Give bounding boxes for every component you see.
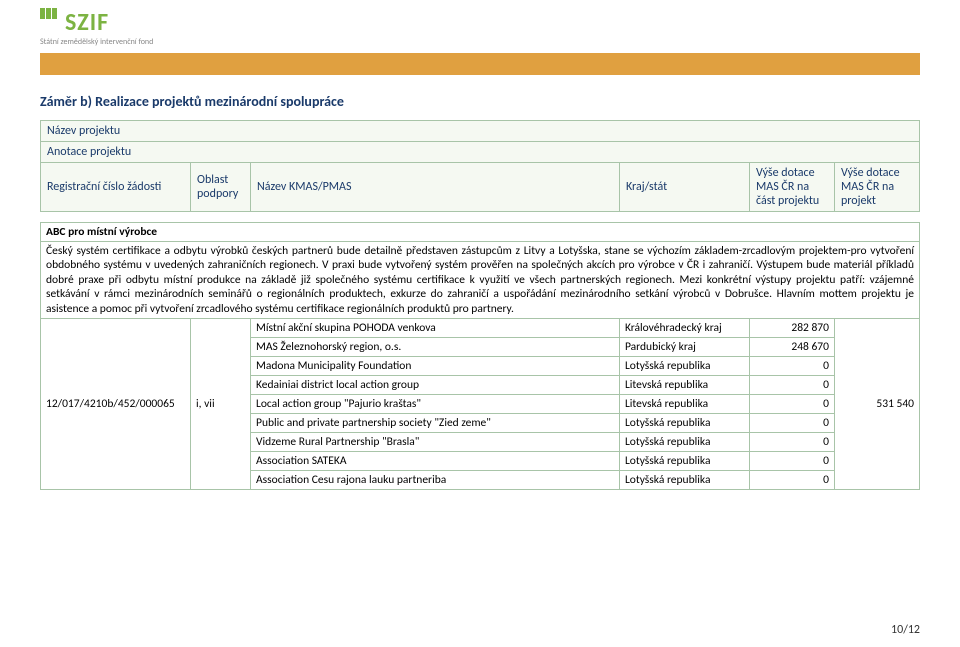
- partner-region: Litevská republika: [619, 375, 749, 394]
- hdr-kmas: Název KMAS/PMAS: [251, 163, 620, 212]
- partner-amount: 0: [749, 470, 834, 489]
- page-number: 10/12: [891, 623, 920, 637]
- partner-name: Public and private partnership society "…: [251, 413, 620, 432]
- project-title: ABC pro místní výrobce: [41, 223, 920, 242]
- partner-amount: 0: [749, 413, 834, 432]
- partner-name: MAS Železnohorský region, o.s.: [251, 337, 620, 356]
- project-data-table: ABC pro místní výrobce Český systém cert…: [40, 222, 920, 490]
- logo-marks-icon: [40, 8, 58, 23]
- hdr-reg-no: Registrační číslo žádosti: [41, 163, 191, 212]
- orange-divider-bar: [40, 53, 920, 75]
- partner-region: Lotyšská republika: [619, 470, 749, 489]
- partner-region: Pardubický kraj: [619, 337, 749, 356]
- partner-name: Místní akční skupina POHODA venkova: [251, 318, 620, 337]
- partner-amount: 0: [749, 375, 834, 394]
- partner-region: Lotyšská republika: [619, 432, 749, 451]
- logo-text: SZIF: [65, 8, 109, 37]
- hdr-amount-total: Výše dotace MAS ČR na projekt: [835, 163, 920, 212]
- partner-amount: 0: [749, 394, 834, 413]
- partner-name: Vidzeme Rural Partnership "Brasla": [251, 432, 620, 451]
- support-area-cell: i, vii: [191, 318, 251, 489]
- partner-amount: 0: [749, 356, 834, 375]
- partner-amount: 0: [749, 432, 834, 451]
- hdr-region: Kraj/stát: [620, 163, 750, 212]
- project-description: Český systém certifikace a odbytu výrobk…: [41, 242, 920, 319]
- hdr-annotation: Anotace projektu: [41, 142, 920, 163]
- partner-amount: 248 670: [749, 337, 834, 356]
- partner-name: Association Cesu rajona lauku partneriba: [251, 470, 620, 489]
- header-logo: SZIF Státní zemědělský intervenční fond: [0, 0, 960, 49]
- hdr-support-area: Oblast podpory: [191, 163, 251, 212]
- partner-name: Association SATEKA: [251, 451, 620, 470]
- partner-amount: 282 870: [749, 318, 834, 337]
- partner-amount: 0: [749, 451, 834, 470]
- column-header-table: Název projektu Anotace projektu Registra…: [40, 120, 920, 212]
- hdr-amount-part: Výše dotace MAS ČR na část projektu: [750, 163, 835, 212]
- partner-region: Lotyšská republika: [619, 451, 749, 470]
- hdr-project-name: Název projektu: [41, 121, 920, 142]
- partner-name: Local action group "Pajurio kraštas": [251, 394, 620, 413]
- partner-name: Kedainiai district local action group: [251, 375, 620, 394]
- table-row: 12/017/4210b/452/000065 i, vii Místní ak…: [41, 318, 920, 337]
- total-amount: 531 540: [834, 318, 919, 489]
- section-title: Záměr b) Realizace projektů mezinárodní …: [40, 93, 920, 110]
- logo-subtitle: Státní zemědělský intervenční fond: [40, 37, 960, 47]
- partner-region: Lotyšská republika: [619, 413, 749, 432]
- partner-name: Madona Municipality Foundation: [251, 356, 620, 375]
- partner-region: Lotyšská republika: [619, 356, 749, 375]
- reg-no-cell: 12/017/4210b/452/000065: [41, 318, 191, 489]
- partner-region: Královéhradecký kraj: [619, 318, 749, 337]
- partner-region: Litevská republika: [619, 394, 749, 413]
